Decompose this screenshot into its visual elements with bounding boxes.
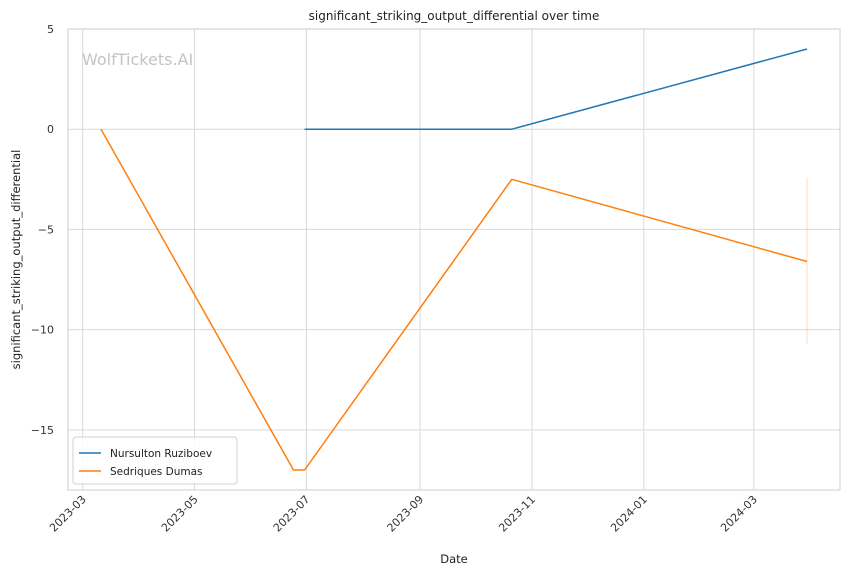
series-layer xyxy=(100,48,808,471)
legend: Nursulton Ruziboev Sedriques Dumas xyxy=(72,436,238,485)
y-axis-title: significant_striking_output_differential xyxy=(9,150,23,370)
y-tick-label: −15 xyxy=(31,424,54,437)
legend-label-sedriques-dumas: Sedriques Dumas xyxy=(110,466,203,478)
plot-area-frame xyxy=(67,28,841,491)
series-line-sedriques-dumas xyxy=(100,128,808,471)
y-tick-label: −5 xyxy=(38,223,54,236)
watermark: WolfTickets.AI xyxy=(82,50,193,69)
legend-label-nursulton-ruziboev: Nursulton Ruziboev xyxy=(110,448,212,460)
legend-box xyxy=(72,436,238,485)
y-tick-label: 5 xyxy=(47,23,54,36)
x-axis-title: Date xyxy=(440,552,468,566)
y-tick-label: −10 xyxy=(31,324,54,337)
series-line-nursulton-ruziboev xyxy=(304,48,808,130)
chart-title: significant_striking_output_differential… xyxy=(309,9,600,23)
y-tick-label: 0 xyxy=(47,123,54,136)
